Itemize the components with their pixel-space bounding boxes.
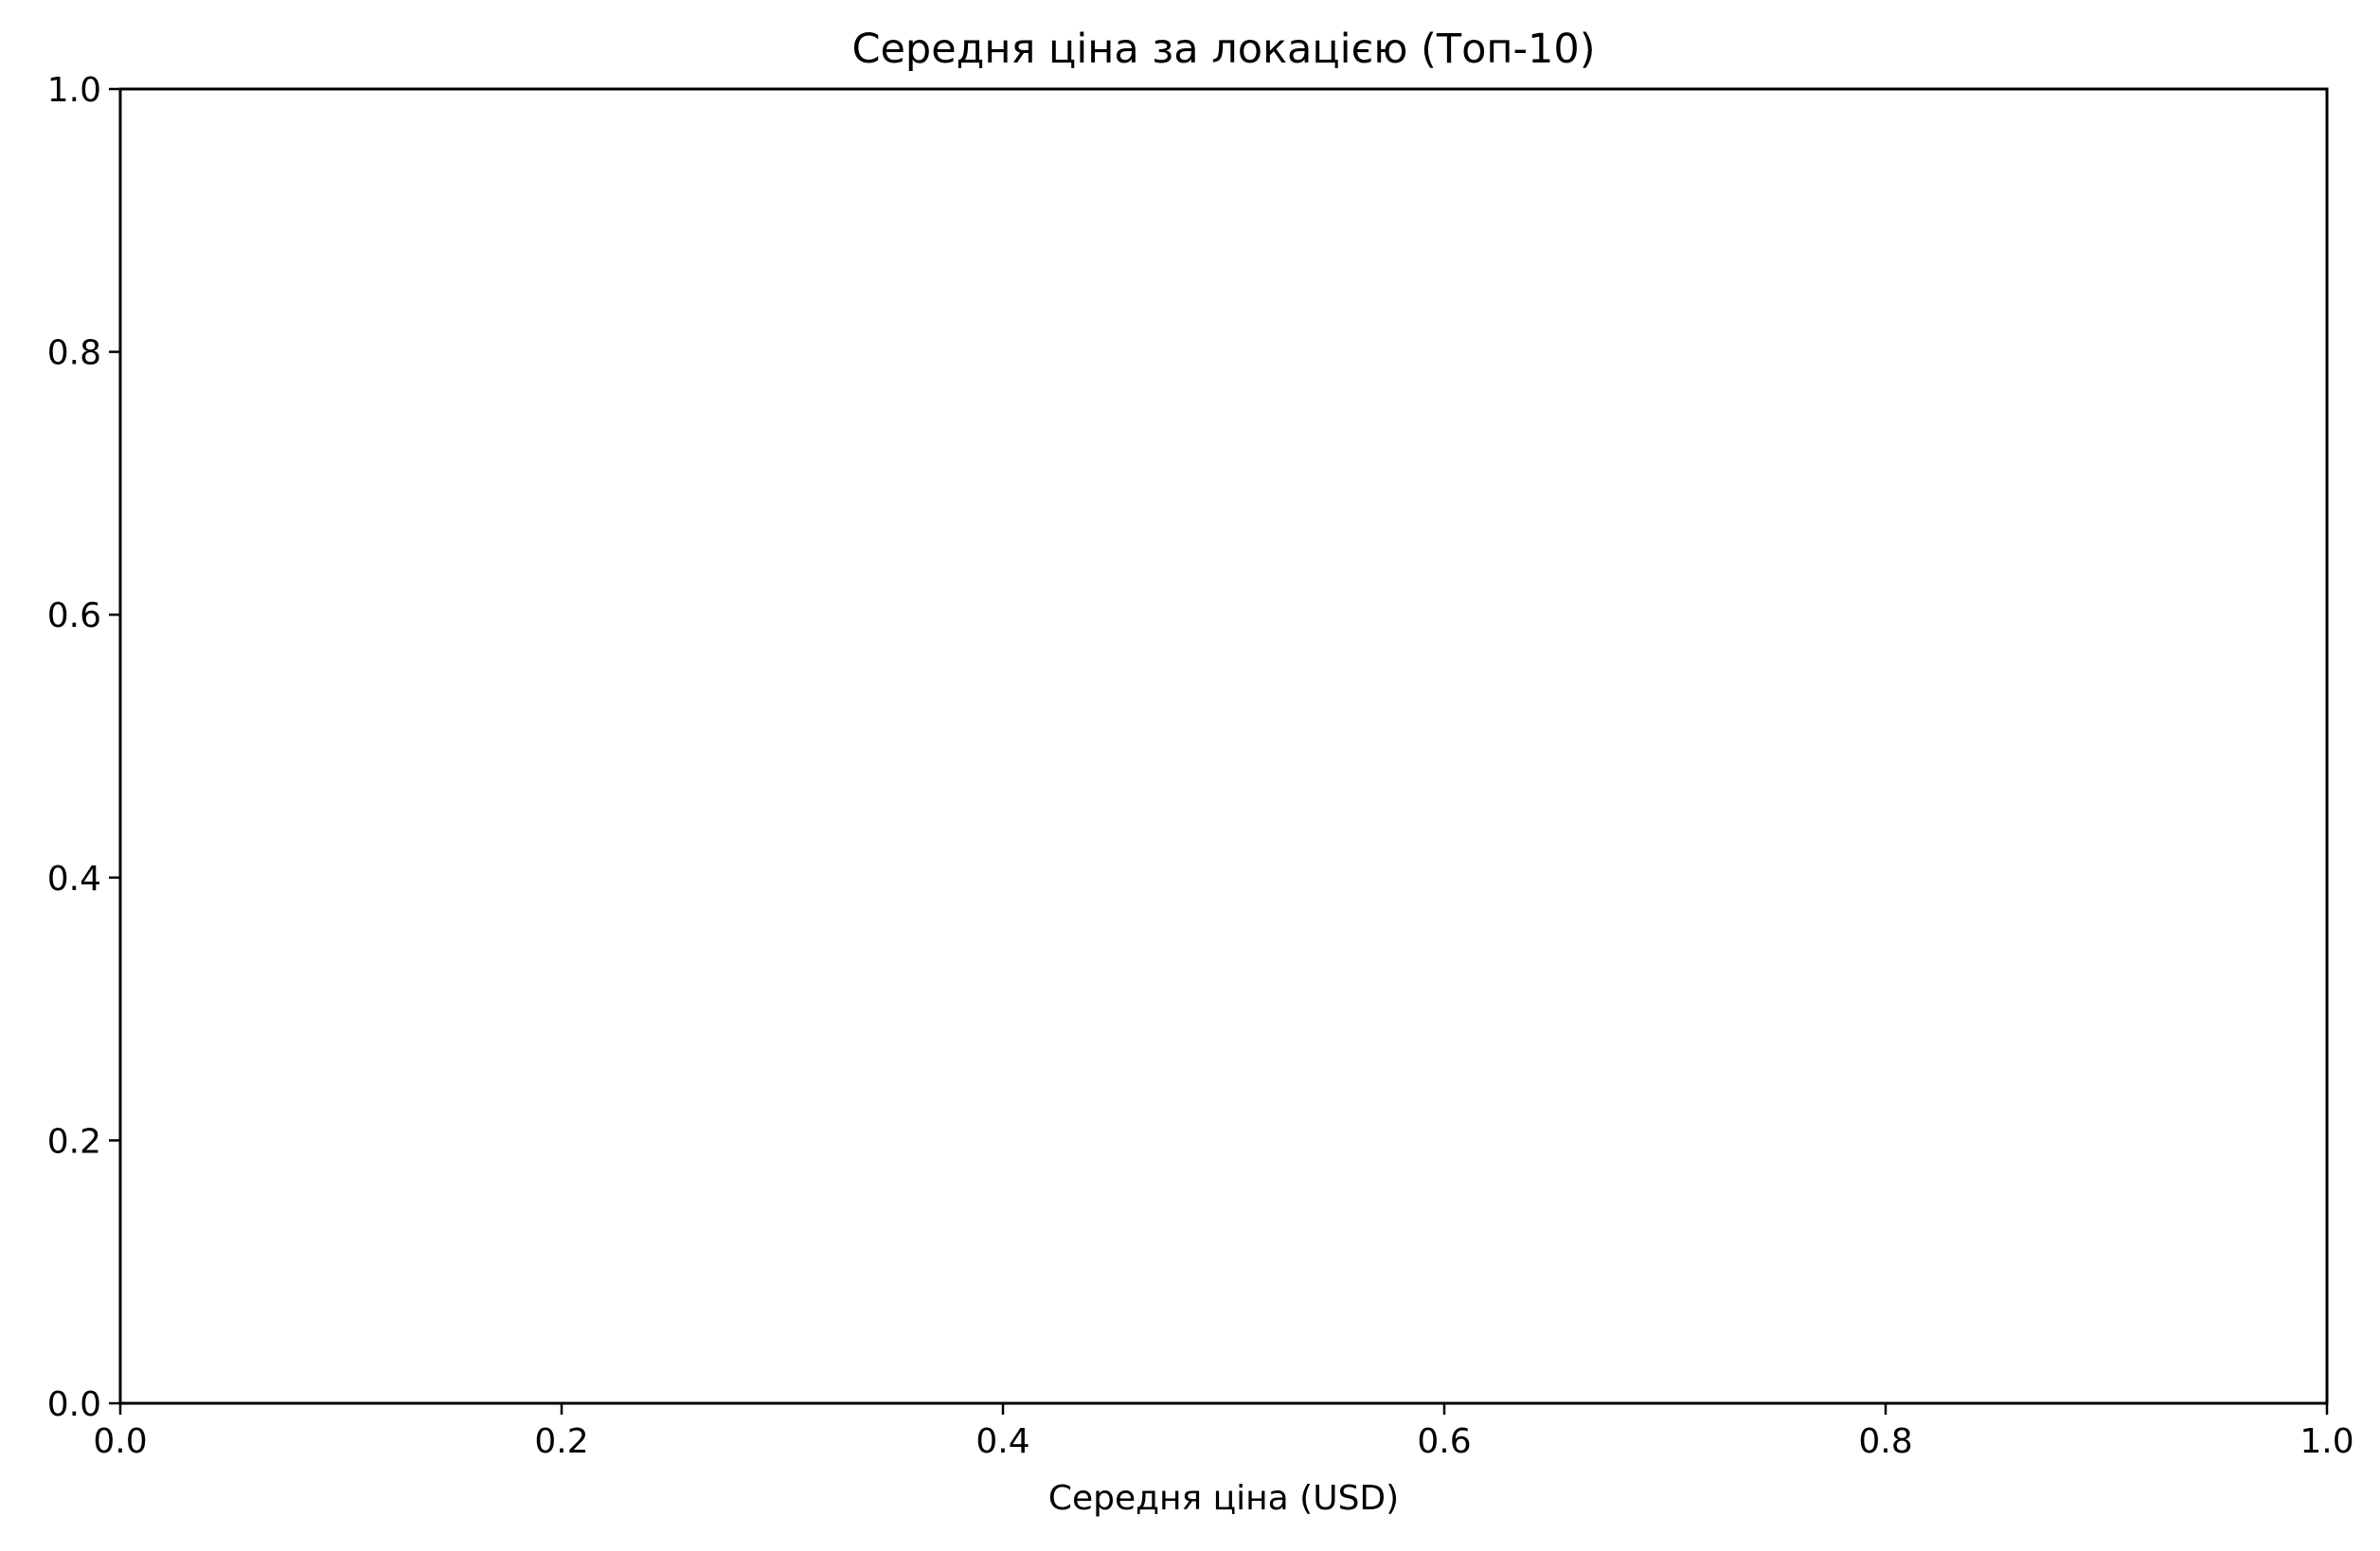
x-axis: 0.0 0.2 0.4 0.6 0.8 1.0	[93, 1403, 2354, 1461]
x-tick-label: 1.0	[2299, 1422, 2353, 1461]
x-axis-label: Середня ціна (USD)	[1048, 1479, 1399, 1518]
x-tick-label: 0.2	[534, 1422, 588, 1461]
y-axis: 0.0 0.2 0.4 0.6 0.8 1.0	[47, 71, 120, 1424]
y-tick-label: 1.0	[47, 71, 101, 110]
y-tick-label: 0.6	[47, 597, 101, 635]
x-tick-label: 0.0	[93, 1422, 147, 1461]
x-tick-label: 0.6	[1417, 1422, 1471, 1461]
chart-title: Середня ціна за локацією (Топ-10)	[851, 26, 1595, 73]
x-tick-label: 0.8	[1858, 1422, 1912, 1461]
y-tick-label: 0.2	[47, 1122, 101, 1161]
x-tick-label: 0.4	[975, 1422, 1029, 1461]
y-tick-label: 0.4	[47, 860, 101, 899]
y-tick-label: 0.8	[47, 334, 101, 373]
y-tick-label: 0.0	[47, 1385, 101, 1424]
plot-area-frame	[118, 87, 2329, 1405]
